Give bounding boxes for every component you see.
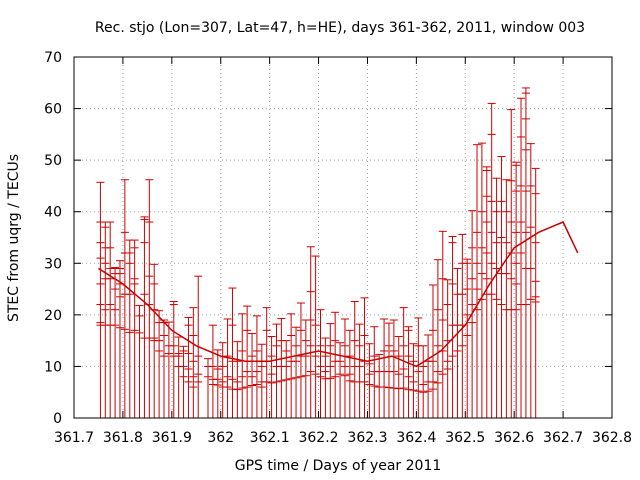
x-tick-label: 362.3 — [347, 430, 387, 446]
y-axis-label: STEC from uqrg / TECUs — [6, 154, 22, 322]
x-axis-label: GPS time / Days of year 2011 — [235, 458, 442, 474]
x-tick-label: 362.2 — [298, 430, 338, 446]
mean-series-line — [98, 221, 579, 368]
x-axis-ticks: 361.7 361.8 361.9 362 362.1 362.2 362.3 362.4 36… — [54, 57, 632, 446]
y-tick-label: 60 — [44, 102, 62, 118]
chart-title: Rec. stjo (Lon=307, Lat=47, h=HE), days … — [95, 20, 585, 36]
y-tick-label: 10 — [44, 359, 62, 375]
x-tick-label: 362.5 — [445, 430, 485, 446]
x-tick-label: 361.9 — [152, 430, 192, 446]
x-tick-label: 362.6 — [494, 430, 534, 446]
x-tick-label: 361.7 — [54, 430, 94, 446]
x-tick-label: 362 — [207, 430, 234, 446]
y-tick-label: 40 — [44, 205, 62, 221]
plot-frame — [73, 56, 613, 419]
x-tick-label: 361.8 — [103, 430, 143, 446]
y-axis-ticks: 0 10 20 30 40 50 60 70 — [44, 50, 612, 427]
y-tick-label: 30 — [44, 256, 62, 272]
error-bars — [96, 87, 579, 418]
plot-border — [73, 56, 613, 419]
x-tick-label: 362.8 — [592, 430, 632, 446]
x-tick-label: 362.7 — [543, 430, 583, 446]
y-tick-label: 20 — [44, 308, 62, 324]
y-tick-label: 0 — [53, 411, 62, 427]
y-tick-label: 70 — [44, 50, 62, 66]
y-tick-label: 50 — [44, 153, 62, 169]
x-tick-label: 362.4 — [396, 430, 436, 446]
x-tick-label: 362.1 — [250, 430, 290, 446]
